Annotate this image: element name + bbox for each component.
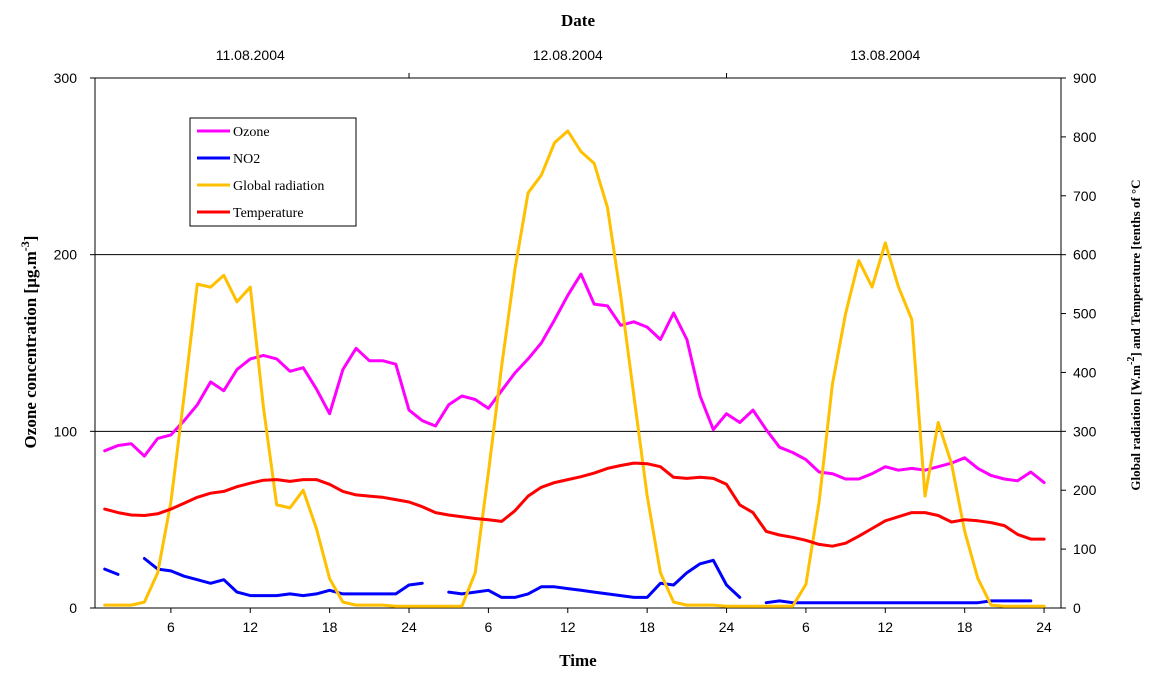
x-tick-label: 6	[167, 619, 175, 635]
legend-box	[189, 117, 357, 227]
y-tick-label: 0	[69, 600, 77, 616]
y-tick-label: 100	[54, 423, 78, 439]
x-tick-label: 12	[560, 619, 576, 635]
y2-tick-label: 100	[1073, 541, 1097, 557]
legend-label-global-radiation: Global radiation	[233, 179, 324, 194]
x-tick-label: 18	[322, 619, 338, 635]
date-label: 11.08.2004	[216, 47, 285, 63]
x-tick-label: 18	[957, 619, 973, 635]
series-line-ozone	[103, 272, 1046, 485]
y-axis-ticks: 0 100 200 300	[54, 70, 95, 616]
y2-tick-label: 800	[1073, 129, 1097, 145]
x-tick-label: 24	[1036, 619, 1052, 635]
series-ozone	[103, 272, 1046, 485]
x-tick-label: 12	[878, 619, 894, 635]
y-tick-label: 300	[54, 70, 78, 86]
gridlines	[95, 254, 1061, 432]
y2-tick-label: 300	[1073, 423, 1097, 439]
series-line-no2	[142, 557, 424, 598]
date-labels: 11.08.2004 12.08.2004 13.08.2004	[216, 47, 921, 63]
date-label: 13.08.2004	[850, 47, 920, 63]
legend-label-temperature: Temperature	[233, 206, 304, 221]
series-line-global-radiation	[103, 129, 1046, 608]
legend-label-ozone: Ozone	[233, 125, 270, 140]
y2-tick-label: 0	[1073, 600, 1081, 616]
x-tick-label: 6	[485, 619, 493, 635]
y2-tick-label: 700	[1073, 188, 1097, 204]
series-no2	[103, 557, 1033, 605]
y2-tick-label: 500	[1073, 306, 1097, 322]
series-line-no2	[764, 599, 1033, 605]
y2-axis-title: Global radiation [W.m-2] and Temperature…	[1126, 179, 1143, 490]
series-global-radiation	[103, 129, 1046, 608]
y2-axis-ticks: 0 100 200 300 400 500 600 700 800 900	[1061, 70, 1097, 616]
y2-tick-label: 400	[1073, 364, 1097, 380]
date-label: 12.08.2004	[533, 47, 603, 63]
x-axis-title: Time	[559, 651, 597, 670]
series-line-no2	[447, 558, 742, 599]
y2-tick-label: 600	[1073, 247, 1097, 263]
y2-tick-label: 900	[1073, 70, 1097, 86]
x-tick-label: 24	[719, 619, 735, 635]
x-tick-label: 12	[242, 619, 258, 635]
legend-label-no2: NO2	[233, 152, 260, 167]
y2-tick-label: 200	[1073, 482, 1097, 498]
x-tick-label: 24	[401, 619, 417, 635]
axes	[94, 73, 1062, 609]
x-tick-label: 18	[639, 619, 655, 635]
x-tick-label: 6	[802, 619, 810, 635]
y-tick-label: 200	[54, 247, 78, 263]
y-axis-title: Ozone concentration [µg.m-3]	[18, 236, 40, 449]
series-temperature	[103, 461, 1046, 548]
series-layer	[103, 129, 1046, 608]
x-axis-ticks: 6 12 18 24 6 12 18 24 6 12 18 24	[167, 608, 1052, 635]
series-line-temperature	[103, 461, 1046, 548]
series-line-no2	[103, 567, 120, 576]
legend: Ozone NO2 Global radiation Temperature	[189, 117, 357, 227]
chart-title: Date	[561, 11, 595, 30]
